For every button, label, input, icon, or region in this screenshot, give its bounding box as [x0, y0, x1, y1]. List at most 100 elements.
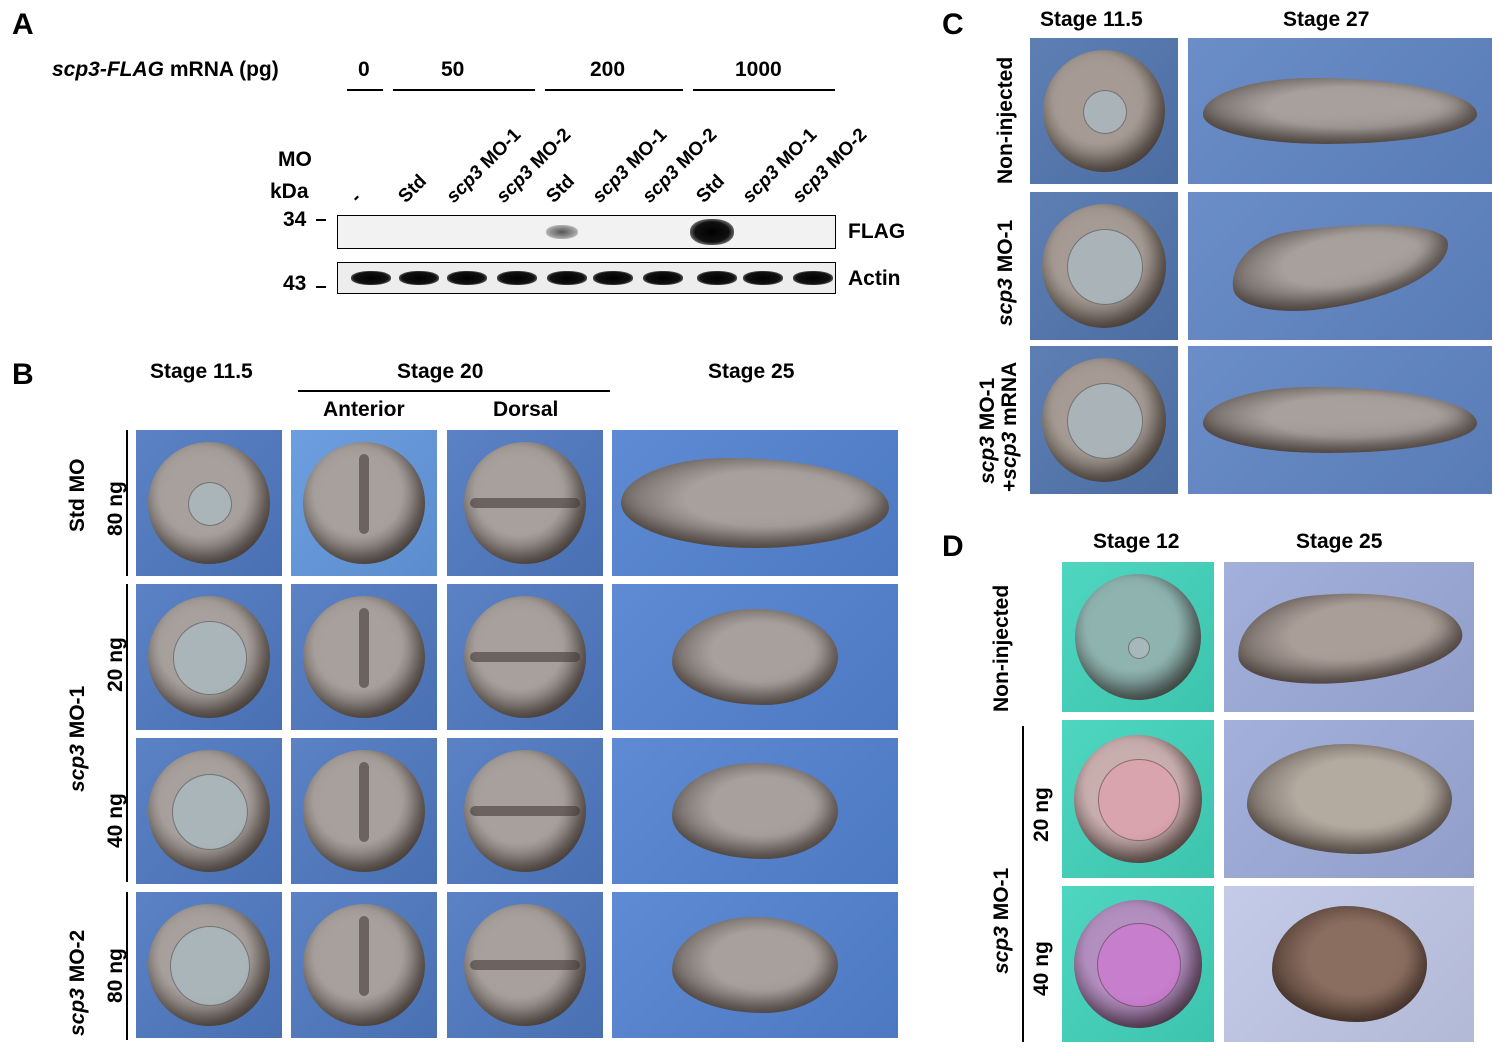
d-img-stage25: [1224, 720, 1474, 878]
c-row-rescue-gene2: scp3: [998, 431, 1021, 480]
c-row-rescue-2: +scp3 mRNA: [998, 362, 1022, 492]
actin-band: [547, 271, 587, 285]
marker-43: 43: [283, 272, 307, 295]
b-img-dorsal: [447, 892, 603, 1038]
panel-a-letter: A: [12, 8, 34, 41]
d-img-stage25: [1224, 562, 1474, 712]
lane-label-text: MO-2: [523, 124, 576, 177]
lane-label: -: [346, 188, 366, 208]
lane-label-text: -: [346, 187, 366, 208]
b-col-dorsal: Dorsal: [493, 398, 559, 421]
mo-label: MO: [278, 148, 312, 171]
c-row-rescue-gene1: scp3: [976, 436, 999, 484]
actin-band: [643, 271, 683, 285]
b-col-anterior: Anterior: [323, 398, 405, 421]
neural-groove: [358, 607, 369, 688]
mrna-label: scp3-FLAG mRNA (pg): [52, 58, 279, 82]
dose-1000-bar: [693, 89, 835, 91]
embryo: [1041, 203, 1167, 329]
dose-1000: 1000: [735, 58, 782, 81]
b-img-anterior: [291, 892, 437, 1038]
b-img-stage115: [136, 584, 282, 730]
flag-blot: [337, 215, 836, 249]
flag-band-1000-std: [690, 219, 734, 245]
dose-200: 200: [590, 58, 626, 81]
embryo: [1232, 580, 1466, 694]
blastopore: [173, 621, 247, 695]
actin-band: [593, 271, 633, 285]
d-img-stage12: [1062, 562, 1214, 712]
embryo: [463, 903, 587, 1027]
embryo: [302, 595, 426, 719]
b-row-mo2-rest: MO-2: [66, 929, 89, 989]
embryo: [1225, 210, 1455, 322]
embryo: [1074, 900, 1202, 1028]
actin-label: Actin: [848, 267, 901, 290]
actin-band: [793, 271, 833, 285]
lane-label: Std: [542, 171, 579, 208]
b-col-stage20: Stage 20: [397, 360, 484, 383]
d-row-dose1: 20 ng: [1030, 787, 1053, 842]
b-std-bracket: [126, 430, 128, 576]
b-img-stage115: [136, 430, 282, 576]
actin-band: [697, 271, 737, 285]
d-img-stage12: [1062, 720, 1214, 878]
embryo: [1203, 78, 1477, 144]
blastopore: [1098, 759, 1180, 841]
actin-band: [447, 271, 487, 285]
embryo: [147, 595, 271, 719]
actin-band: [497, 271, 537, 285]
b-row-mo2: scp3 MO-2: [66, 930, 90, 1036]
actin-blot: [337, 262, 836, 294]
b-row-std-dose: 80 ng: [104, 481, 127, 536]
b-img-stage25: [612, 892, 898, 1038]
c-row-mo1-rest: MO-1: [994, 219, 1017, 279]
embryo: [302, 441, 426, 565]
b-mo1-bracket: [126, 584, 128, 882]
lane-label: Std: [692, 171, 729, 208]
b-row-mo1-dose1: 20 ng: [104, 637, 127, 692]
b-img-anterior: [291, 584, 437, 730]
b-img-anterior: [291, 430, 437, 576]
embryo: [1041, 357, 1167, 483]
dose-50-bar: [393, 89, 535, 91]
b-img-anterior: [291, 738, 437, 884]
panel-c-letter: C: [942, 8, 964, 41]
c-img-stage27: [1188, 38, 1492, 184]
kda-label: kDa: [270, 180, 309, 203]
embryo: [1203, 386, 1477, 454]
flag-label: FLAG: [848, 220, 906, 243]
blastopore: [1066, 382, 1144, 460]
d-mo1-bracket: [1022, 726, 1024, 1042]
embryo: [147, 749, 271, 873]
embryo: [302, 903, 426, 1027]
neural-groove: [358, 761, 369, 842]
lane-label-text: MO-2: [819, 124, 872, 177]
mrna-unit: mRNA (pg): [164, 58, 279, 81]
c-img-stage27: [1188, 192, 1492, 340]
embryo: [147, 441, 271, 565]
d-img-stage12: [1062, 886, 1214, 1042]
lane-label-text: Std: [542, 170, 579, 208]
b-img-stage25: [612, 430, 898, 576]
b-row-mo2-gene: scp3: [66, 988, 89, 1036]
actin-band: [351, 271, 391, 285]
b-img-dorsal: [447, 738, 603, 884]
b-row-mo1-gene: scp3: [66, 744, 89, 792]
c-col-stage115: Stage 11.5: [1040, 8, 1143, 31]
c-row-rescue-rest1: MO-1: [976, 377, 999, 437]
marker-43-tick: [316, 286, 326, 288]
embryo: [302, 749, 426, 873]
b-row-mo1-rest: MO-1: [66, 685, 89, 745]
blastopore: [1066, 228, 1144, 306]
neural-groove: [469, 497, 581, 508]
dose-50: 50: [441, 58, 465, 81]
blastopore: [1127, 636, 1151, 660]
flag-band-200-std: [546, 225, 578, 239]
b-col-stage25: Stage 25: [708, 360, 795, 383]
actin-band: [743, 271, 783, 285]
d-img-stage25: [1224, 886, 1474, 1042]
blastopore: [187, 481, 233, 527]
embryo: [672, 762, 838, 860]
neural-groove: [358, 915, 369, 996]
